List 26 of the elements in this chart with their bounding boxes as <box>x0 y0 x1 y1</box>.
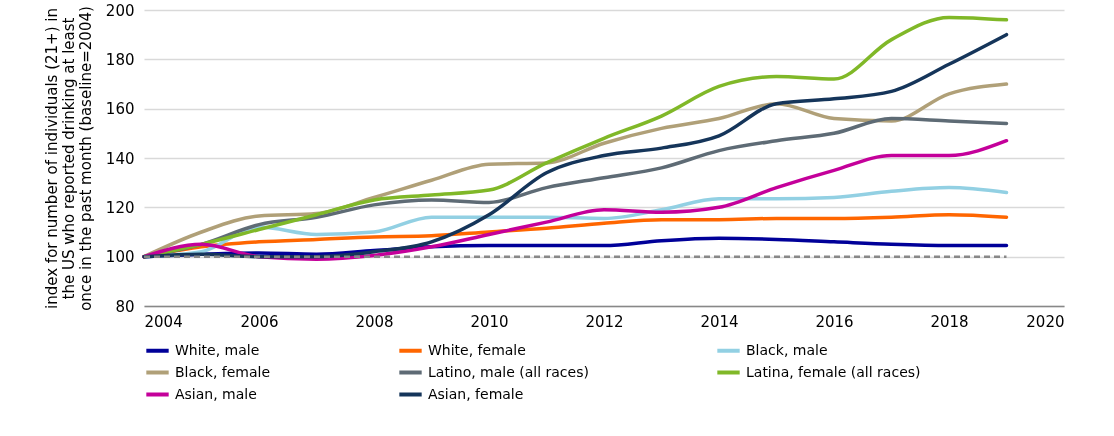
legend-label: Latina, female (all races) <box>746 363 921 380</box>
x-tick-label: 2008 <box>355 312 394 331</box>
x-tick-label: 2018 <box>930 312 969 331</box>
legend-label: Black, male <box>746 341 828 358</box>
y-tick-label: 140 <box>105 149 135 168</box>
legend-label: Latino, male (all races) <box>428 363 589 380</box>
x-tick-label: 2016 <box>815 312 854 331</box>
y-tick-label: 120 <box>105 198 135 217</box>
y-tick-label: 80 <box>115 297 135 316</box>
y-tick-label: 180 <box>105 50 135 69</box>
x-tick-label: 2020 <box>1026 312 1065 331</box>
x-tick-label: 2010 <box>470 312 509 331</box>
legend-label: Asian, male <box>175 385 257 402</box>
x-tick-label: 2012 <box>585 312 624 331</box>
y-tick-label: 160 <box>105 100 135 119</box>
line-series <box>142 138 1009 261</box>
legend-label: White, female <box>428 341 526 358</box>
legend-label: Black, female <box>175 363 271 380</box>
y-axis-title: index for number of individuals (21+) in the US who reported drinking at least once in the past month (baseline=2004) <box>42 6 95 311</box>
legend-label: White, male <box>175 341 260 358</box>
x-tick-label: 2006 <box>240 312 279 331</box>
y-tick-label: 200 <box>105 1 135 20</box>
legend-label: Asian, female <box>428 385 524 402</box>
x-tick-label: 2004 <box>144 312 183 331</box>
x-tick-label: 2014 <box>700 312 739 331</box>
y-tick-label: 100 <box>105 248 135 267</box>
